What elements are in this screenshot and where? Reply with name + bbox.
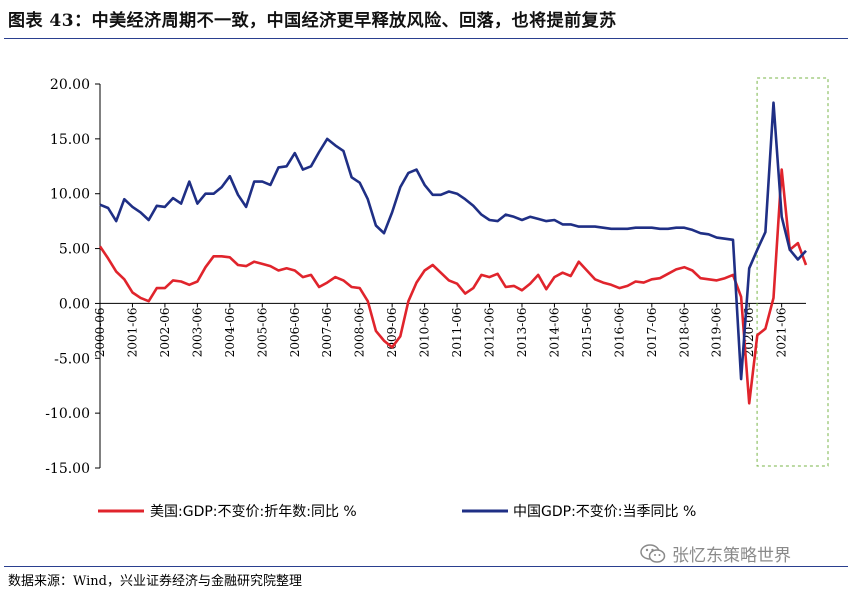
source-note: 数据来源：Wind，兴业证券经济与金融研究院整理 (8, 574, 302, 589)
x-tick-label: 2019-06 (710, 307, 724, 357)
chart-title: 图表 43：中美经济周期不一致，中国经济更早释放风险、回落，也将提前复苏 (8, 11, 617, 31)
x-tick-label: 2017-06 (645, 307, 659, 357)
series-line-us (98, 168, 808, 405)
x-tick-label: 2012-06 (483, 307, 497, 357)
y-tick-label: 15.00 (50, 132, 90, 148)
x-tick-label: 2006-06 (288, 307, 302, 357)
x-tick-label: 2010-06 (418, 307, 432, 357)
x-tick-label: 2007-06 (320, 307, 334, 357)
series-line-china (99, 101, 807, 381)
title-rule (4, 38, 848, 39)
x-tick-label: 2011-06 (450, 307, 464, 357)
x-tick-label: 2003-06 (190, 307, 204, 357)
wechat-icon (640, 543, 666, 563)
legend-label-us: 美国:GDP:不变价:折年数:同比 % (150, 504, 357, 520)
y-tick-label: -5.00 (54, 351, 90, 367)
x-tick-label: 2016-06 (612, 307, 626, 357)
x-tick-label: 2008-06 (353, 307, 367, 357)
x-tick-label: 2002-06 (158, 307, 172, 357)
x-tick-label: 2009-06 (385, 307, 399, 357)
x-tick-label: 2021-06 (775, 307, 789, 357)
watermark-text: 张忆东策略世界 (672, 546, 791, 566)
y-tick-label: 0.00 (59, 296, 90, 312)
source-rule (4, 566, 848, 567)
y-axis: 20.00 15.00 10.00 5.00 0.00 -5.00 -10.00 -15.00 (45, 77, 101, 477)
x-tick-label: 2018-06 (677, 307, 691, 357)
x-tick-label: 2000-06 (93, 307, 107, 357)
highlight-rect (756, 77, 829, 467)
x-tick-label: 2013-06 (515, 307, 529, 357)
y-tick-label: 10.00 (50, 187, 90, 203)
watermark: 张忆东策略世界 (640, 541, 791, 566)
x-tick-label: 2001-06 (125, 307, 139, 357)
y-tick-label: -15.00 (45, 461, 90, 477)
legend: 美国:GDP:不变价:折年数:同比 % 中国GDP:不变价:当季同比 % (98, 504, 696, 520)
x-tick-label: 2015-06 (580, 307, 594, 357)
x-axis: 2000-06 2001-06 2002-06 2003-06 2004-06 2005-… (93, 302, 806, 357)
x-tick-label: 2014-06 (547, 307, 561, 357)
x-tick-label: 2005-06 (255, 307, 269, 357)
y-tick-label: 5.00 (59, 242, 90, 258)
y-tick-label: -10.00 (45, 406, 90, 422)
series-layer (98, 101, 808, 405)
legend-label-china: 中国GDP:不变价:当季同比 % (513, 504, 696, 520)
x-tick-label: 2004-06 (223, 307, 237, 357)
highlight-box (756, 77, 829, 467)
y-tick-label: 20.00 (50, 77, 90, 93)
